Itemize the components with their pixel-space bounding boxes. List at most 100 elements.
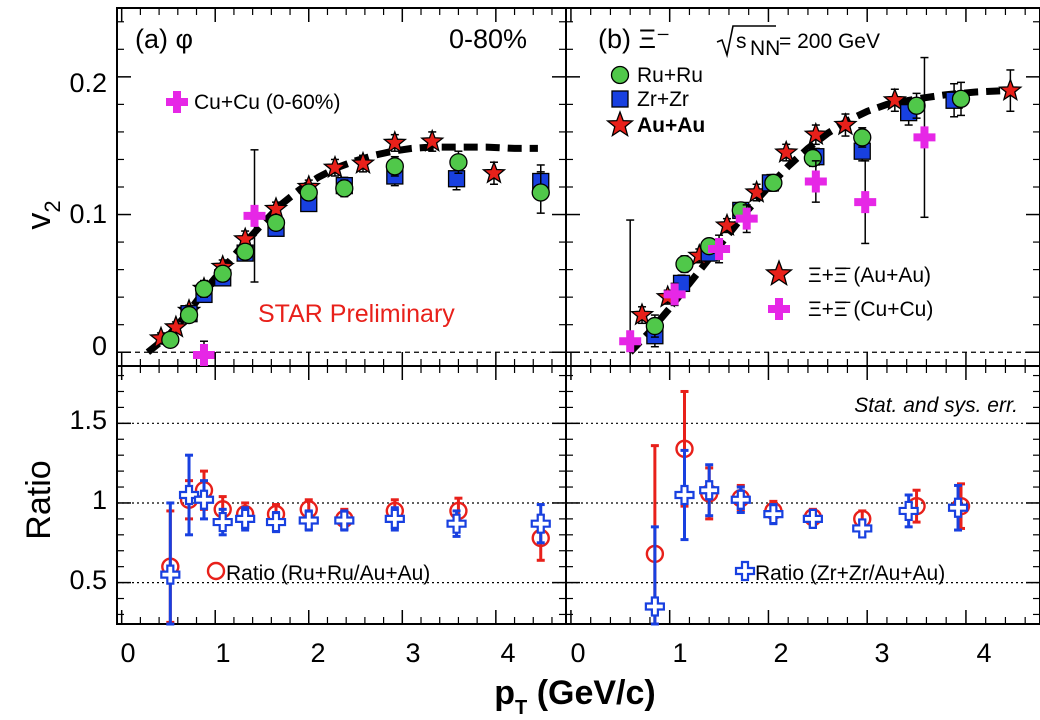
legend-ru-label: Ru+Ru xyxy=(637,64,703,87)
data-point-circle xyxy=(907,96,926,115)
data-point-cross xyxy=(854,191,877,214)
series--cu-cu- xyxy=(619,56,936,367)
series-zr-zr xyxy=(180,164,550,323)
svg-text:Cu+Cu (0-60%): Cu+Cu (0-60%) xyxy=(194,91,340,114)
data-point-open-cross xyxy=(947,497,969,518)
data-point-open-cross xyxy=(644,596,665,617)
series-ratio-zr-zr-au-au- xyxy=(644,448,969,626)
data-point-circle xyxy=(675,254,694,274)
data-point-open-cross xyxy=(384,508,405,529)
data-point-star xyxy=(420,128,445,153)
panel-b-label: (b) Ξ⁻ xyxy=(598,24,670,54)
x-tick-label: 4 xyxy=(500,638,515,668)
y-tick-label: 0.2 xyxy=(69,68,107,98)
x-tick-label: 1 xyxy=(215,638,230,668)
data-point-star xyxy=(774,139,799,164)
series-ru-ru-au-au xyxy=(645,389,971,626)
data-point-star xyxy=(998,77,1023,102)
data-point-open-cross xyxy=(193,489,215,510)
data-point-cross xyxy=(192,343,215,366)
data-point-open-cross xyxy=(160,564,181,585)
x-tick-label: 3 xyxy=(874,638,889,668)
data-point-open-cross xyxy=(446,513,467,534)
data-marks xyxy=(148,56,1023,626)
legend-b-markers xyxy=(605,65,794,320)
series-cu-cu-0-60- xyxy=(192,149,266,367)
data-point-open-cross xyxy=(530,513,551,534)
data-point-star xyxy=(882,87,908,111)
legend-xi-au-label: Ξ+Ξ̄ (Au+Au) xyxy=(808,264,931,287)
data-point-cross xyxy=(913,126,936,149)
svg-text:= 200 GeV: = 200 GeV xyxy=(779,30,880,53)
svg-text:Ratio (Zr+Zr/Au+Au): Ratio (Zr+Zr/Au+Au) xyxy=(755,562,945,585)
data-point-circle xyxy=(853,128,872,147)
panel-frames xyxy=(116,7,1040,625)
panel-a-centrality: 0-80% xyxy=(449,24,527,54)
y-tick-labels-bottom: 1.5 1 0.5 xyxy=(69,405,107,595)
data-point-open-cross xyxy=(898,500,919,522)
data-point-circle xyxy=(236,242,255,261)
data-point-cross xyxy=(619,330,642,353)
data-point-circle xyxy=(449,153,468,172)
data-point-star xyxy=(163,314,189,338)
data-point-star xyxy=(803,121,829,146)
data-point-open-circle xyxy=(206,561,226,581)
data-point-star xyxy=(382,130,408,154)
legend-open-cross-marker xyxy=(734,560,756,582)
data-point-circle xyxy=(610,65,630,85)
data-point-cross xyxy=(663,283,686,306)
data-point-open-cross xyxy=(178,484,200,506)
svg-text:NN: NN xyxy=(750,37,780,60)
legend-zr-label: Zr+Zr xyxy=(637,88,689,111)
x-tick-label: 3 xyxy=(405,638,420,668)
data-point-circle xyxy=(194,279,214,299)
star-preliminary-label: STAR Preliminary xyxy=(258,300,455,328)
y-tick-labels-top: 0.2 0.1 0 xyxy=(69,68,107,361)
data-point-cross xyxy=(243,204,266,227)
x-tick-label: 2 xyxy=(773,638,788,668)
y-tick-label: 0.1 xyxy=(69,199,107,229)
legend-open-circle-marker xyxy=(206,561,226,581)
data-point-cross xyxy=(804,170,827,193)
data-point-star xyxy=(481,160,507,184)
reference-lines xyxy=(117,351,1040,584)
data-point-open-cross xyxy=(699,480,720,501)
data-point-open-cross xyxy=(852,518,873,539)
y-axis-title-bottom: Ratio xyxy=(20,460,58,539)
legend-xi-cu-label: Ξ+Ξ̄ (Cu+Cu) xyxy=(808,298,933,321)
legend-ratio-a: Ratio (Ru+Ru/Au+Au) xyxy=(206,561,430,585)
data-point-cross xyxy=(768,298,790,320)
series-ru-ru xyxy=(161,150,550,349)
data-point-circle xyxy=(764,173,783,193)
data-point-open-cross xyxy=(802,508,823,529)
data-point-star xyxy=(629,302,655,326)
y-axis-title-top: v2 xyxy=(20,200,65,229)
x-axis-title: pT (GeV/c) xyxy=(494,674,655,719)
x-tick-label: 0 xyxy=(570,638,585,668)
panel-frame xyxy=(565,365,1040,625)
axis-ticks xyxy=(117,8,1040,624)
data-point-star xyxy=(322,154,348,179)
svg-text:Ratio (Ru+Ru/Au+Au): Ratio (Ru+Ru/Au+Au) xyxy=(226,562,430,585)
data-point-square xyxy=(611,90,629,108)
panel-a-label: (a) φ xyxy=(135,24,193,54)
legend-ratio-b: Ratio (Zr+Zr/Au+Au) xyxy=(734,560,945,585)
data-point-circle xyxy=(531,183,550,202)
series-ratio-ru-ru-au-au- xyxy=(161,469,550,624)
y-tick-label: 0 xyxy=(92,331,107,361)
data-point-open-cross xyxy=(334,510,355,531)
legend-panel-b: Ru+Ru Zr+Zr Au+Au Ξ+Ξ̄ (Au+Au) Ξ+Ξ̄ (Cu+… xyxy=(605,64,933,321)
data-point-open-cross xyxy=(265,511,287,533)
x-tick-label: 1 xyxy=(672,638,687,668)
legend-cross-marker xyxy=(166,91,188,113)
data-point-cross xyxy=(166,91,188,113)
data-point-open-cross xyxy=(212,511,233,533)
series-ru-ru xyxy=(645,81,971,338)
data-point-open-cross xyxy=(730,489,751,510)
data-point-open-cross xyxy=(763,504,784,525)
y-tick-label: 0.5 xyxy=(69,565,107,595)
energy-label: s NN = 200 GeV xyxy=(716,25,880,60)
data-point-cross xyxy=(708,237,731,260)
legend-au-label: Au+Au xyxy=(637,114,705,137)
